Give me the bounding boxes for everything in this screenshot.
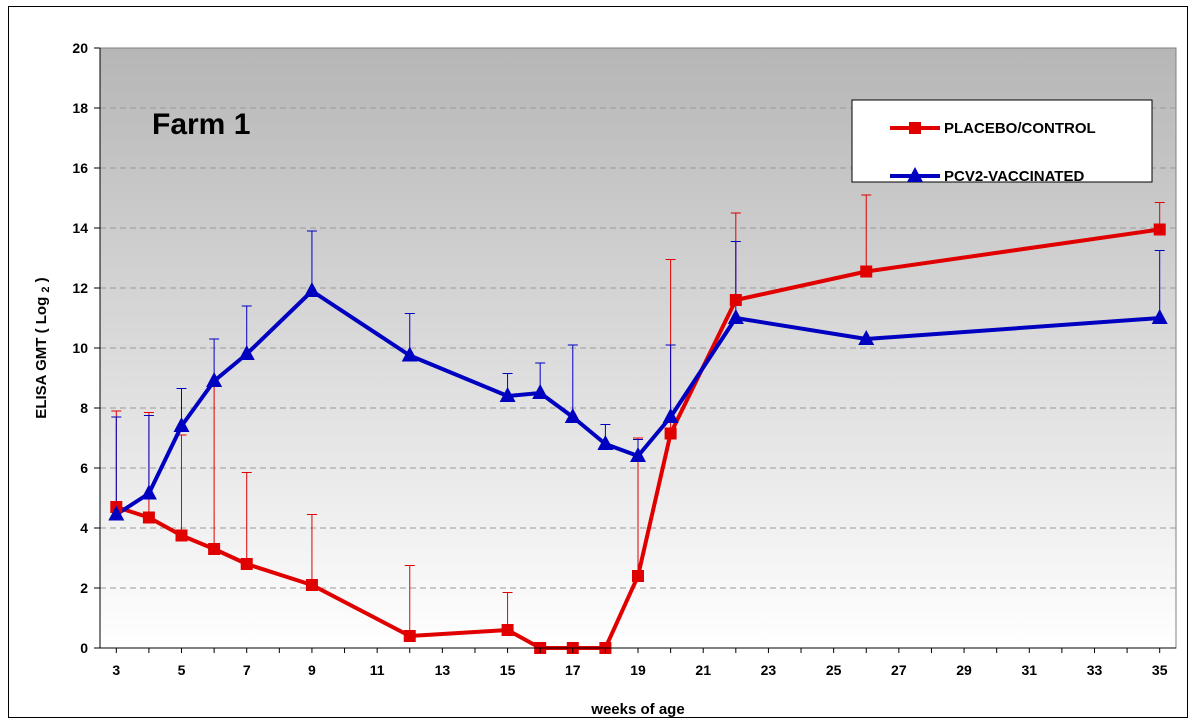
x-tick-label-25: 25 (826, 662, 842, 678)
point-pcv2-vaccinated-5 (303, 282, 320, 297)
legend-label-pcv2-vaccinated: PCV2-VACCINATED (944, 168, 1084, 185)
y-tick-label-8: 8 (80, 400, 88, 416)
series-lines (115, 227, 1160, 650)
point-placebo-control-12 (664, 427, 677, 440)
x-tick-label-9: 9 (308, 662, 316, 678)
x-tick-label-23: 23 (761, 662, 777, 678)
y-axis-title-main: ELISA GMT ( Log (33, 293, 50, 419)
series-line-pcv2-vaccinated (115, 289, 1160, 517)
point-pcv2-vaccinated-0 (108, 505, 125, 521)
x-tick-label-3: 3 (112, 662, 120, 678)
y-tick-label-2: 2 (80, 580, 88, 596)
x-tick-label-33: 33 (1087, 662, 1103, 678)
point-pcv2-vaccinated-13 (727, 309, 744, 324)
point-placebo-control-13 (729, 294, 742, 306)
y-tick-label-0: 0 (80, 640, 88, 656)
point-placebo-control-14 (860, 265, 873, 278)
y-tick-label-18: 18 (72, 100, 88, 116)
legend-box: PLACEBO/CONTROL PCV2-VACCINATED (851, 99, 1153, 185)
x-axis-title: weeks of age (590, 701, 684, 718)
point-pcv2-vaccinated-14 (858, 330, 875, 345)
x-tick-label-7: 7 (243, 662, 251, 678)
y-tick-label-10: 10 (72, 340, 88, 356)
x-tick-label-29: 29 (956, 662, 972, 678)
point-pcv2-vaccinated-8 (532, 384, 549, 399)
x-tick-label-11: 11 (370, 662, 385, 678)
point-pcv2-vaccinated-12 (662, 408, 679, 423)
point-pcv2-vaccinated-6 (401, 346, 418, 362)
point-pcv2-vaccinated-2 (173, 417, 190, 432)
point-pcv2-vaccinated-10 (597, 435, 614, 450)
point-pcv2-vaccinated-1 (140, 484, 157, 500)
y-tick-label-14: 14 (72, 220, 88, 236)
point-pcv2-vaccinated-7 (499, 387, 516, 402)
y-tick-label-6: 6 (80, 460, 88, 476)
x-tick-label-21: 21 (695, 662, 711, 678)
x-tick-label-15: 15 (500, 662, 516, 678)
legend-marker-pcv2-vaccinated (907, 167, 923, 182)
point-placebo-control-5 (305, 579, 318, 591)
point-pcv2-vaccinated-3 (206, 372, 223, 387)
point-pcv2-vaccinated-4 (238, 345, 255, 360)
x-tick-label-13: 13 (435, 662, 451, 678)
y-tick-label-4: 4 (80, 520, 88, 536)
point-placebo-control-2 (175, 529, 188, 542)
x-tick-label-5: 5 (178, 662, 186, 678)
y-axis-title: ELISA GMT ( Log 2 ) (33, 277, 52, 418)
point-placebo-control-7 (501, 624, 514, 636)
y-axis-title-tail: ) (33, 277, 50, 286)
point-pcv2-vaccinated-15 (1151, 309, 1168, 324)
x-tick-label-35: 35 (1152, 662, 1168, 678)
point-placebo-control-15 (1153, 223, 1166, 236)
legend-label-placebo-control: PLACEBO/CONTROL (944, 120, 1096, 137)
y-tick-label-20: 20 (72, 40, 88, 56)
point-pcv2-vaccinated-11 (630, 447, 646, 462)
x-tick-label-19: 19 (630, 662, 646, 678)
legend-frame (851, 99, 1153, 183)
y-tick-label-16: 16 (72, 160, 88, 176)
y-axis-title-subscript: 2 (40, 286, 52, 292)
y-tick-label-12: 12 (72, 280, 88, 296)
point-placebo-control-1 (142, 511, 155, 524)
legend-marker-placebo-control (909, 122, 921, 134)
point-placebo-control-11 (632, 570, 644, 582)
point-placebo-control-4 (240, 558, 253, 570)
point-placebo-control-6 (403, 630, 416, 642)
x-tick-label-17: 17 (565, 662, 581, 678)
x-tick-label-27: 27 (891, 662, 907, 678)
farm-annotation: Farm 1 (152, 108, 250, 141)
x-tick-label-31: 31 (1021, 662, 1037, 678)
axes (94, 47, 1176, 653)
point-pcv2-vaccinated-9 (564, 408, 581, 423)
point-placebo-control-3 (208, 543, 221, 555)
